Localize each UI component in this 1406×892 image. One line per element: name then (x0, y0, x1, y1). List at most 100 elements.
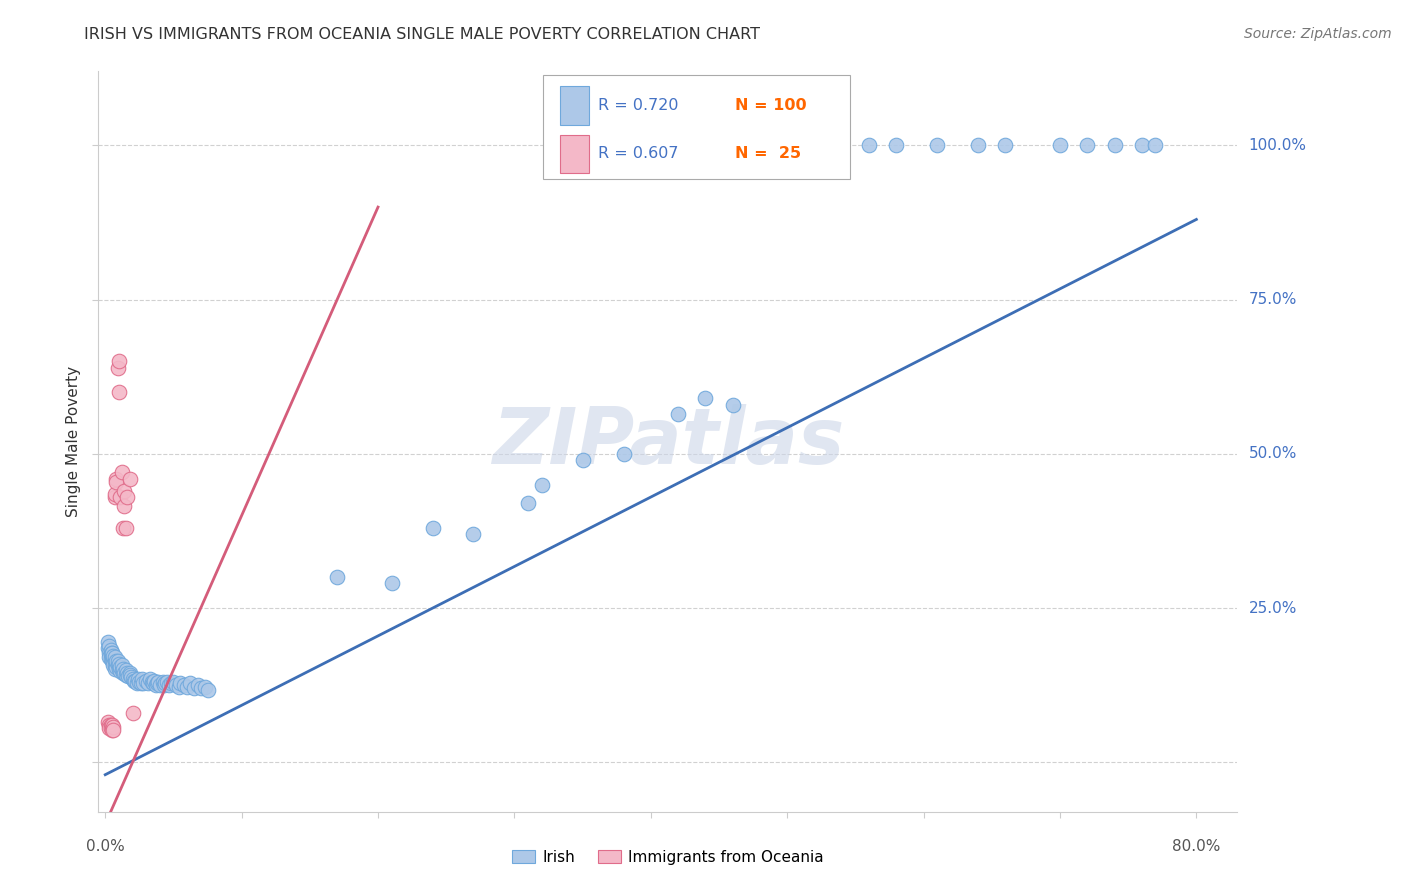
Point (381, 576, 404, 591)
Point (110, 663, 132, 677)
Point (1104, 138, 1126, 153)
Point (101, 718, 124, 732)
Point (695, 392, 717, 406)
Point (110, 657, 132, 672)
Point (105, 475, 128, 489)
Point (103, 720, 125, 734)
Point (114, 667, 136, 681)
Point (118, 665, 141, 680)
Point (100, 648, 122, 662)
Point (994, 138, 1017, 153)
Point (103, 651, 125, 665)
Point (1049, 138, 1071, 153)
Point (112, 665, 135, 680)
Point (666, 407, 689, 421)
Point (127, 672, 149, 686)
Point (142, 676, 165, 690)
Point (187, 678, 209, 692)
Point (108, 354, 131, 368)
Point (98, 646, 121, 660)
Point (108, 662, 131, 676)
Point (104, 657, 127, 672)
Point (97, 715, 120, 730)
Text: ZIPatlas: ZIPatlas (492, 403, 844, 480)
Point (97, 641, 120, 656)
Point (111, 662, 134, 676)
Point (129, 676, 152, 690)
Point (176, 680, 198, 694)
Point (103, 656, 125, 670)
Text: 25.0%: 25.0% (1249, 600, 1296, 615)
Point (326, 570, 349, 584)
Point (105, 654, 128, 668)
Point (115, 665, 138, 680)
Point (100, 651, 122, 665)
Point (107, 360, 129, 375)
Point (104, 487, 127, 501)
FancyBboxPatch shape (560, 87, 589, 125)
Point (101, 646, 124, 660)
Point (122, 673, 145, 688)
Point (190, 681, 212, 696)
Point (112, 483, 135, 498)
Point (145, 678, 167, 692)
Point (149, 678, 172, 692)
Point (165, 678, 187, 692)
Point (101, 723, 124, 738)
Point (104, 654, 127, 668)
Text: R = 0.720: R = 0.720 (599, 98, 679, 113)
Text: R = 0.607: R = 0.607 (599, 146, 679, 161)
Point (194, 680, 217, 694)
Point (167, 680, 190, 694)
Point (125, 676, 148, 690)
Point (101, 654, 124, 668)
Point (98, 650, 121, 665)
Text: N =  25: N = 25 (735, 146, 801, 161)
Point (530, 477, 553, 491)
Text: 100.0%: 100.0% (1249, 138, 1306, 153)
Point (967, 138, 990, 153)
Point (103, 657, 125, 672)
Point (135, 673, 157, 688)
Text: 75.0%: 75.0% (1249, 293, 1296, 307)
Point (114, 663, 136, 677)
Text: N = 100: N = 100 (735, 98, 807, 113)
FancyBboxPatch shape (543, 75, 851, 178)
Point (120, 670, 142, 684)
Point (927, 138, 949, 153)
Point (104, 490, 127, 504)
Y-axis label: Single Male Poverty: Single Male Poverty (66, 366, 82, 517)
Point (143, 673, 166, 688)
Point (124, 673, 146, 688)
Point (110, 664, 132, 678)
Point (97, 635, 120, 649)
Point (463, 527, 485, 541)
Point (156, 675, 179, 690)
Point (103, 649, 125, 664)
Point (141, 675, 163, 690)
Point (100, 718, 122, 732)
Point (100, 722, 122, 736)
Point (155, 676, 177, 690)
Point (748, 138, 770, 153)
Text: 80.0%: 80.0% (1173, 839, 1220, 855)
Text: IRISH VS IMMIGRANTS FROM OCEANIA SINGLE MALE POVERTY CORRELATION CHART: IRISH VS IMMIGRANTS FROM OCEANIA SINGLE … (84, 27, 761, 42)
Point (118, 667, 141, 681)
FancyBboxPatch shape (560, 135, 589, 173)
Point (110, 659, 132, 673)
Point (139, 672, 162, 686)
Point (517, 496, 540, 510)
Point (104, 662, 127, 676)
Point (98, 722, 121, 736)
Point (103, 723, 125, 738)
Legend: Irish, Immigrants from Oceania: Irish, Immigrants from Oceania (506, 844, 830, 871)
Point (128, 675, 150, 690)
Point (111, 665, 134, 680)
Point (107, 657, 129, 672)
Point (1076, 138, 1098, 153)
Point (1144, 138, 1167, 153)
Point (111, 521, 134, 535)
Point (131, 672, 153, 686)
Point (101, 649, 124, 664)
Point (105, 656, 128, 670)
